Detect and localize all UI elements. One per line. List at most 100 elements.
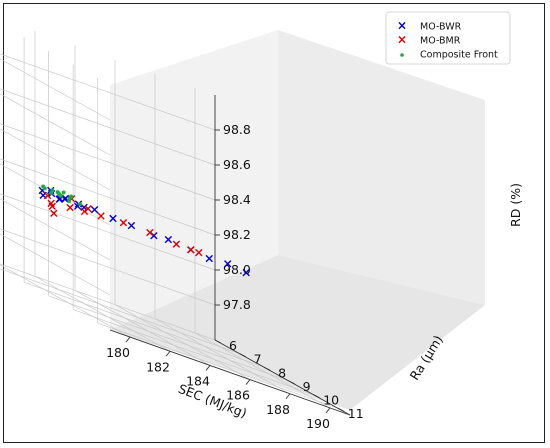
point-composite-front	[61, 190, 66, 195]
y-tick-label: 7	[254, 352, 262, 367]
x-tick-label: 188	[266, 402, 290, 417]
point-composite-front	[67, 199, 72, 204]
grid-line-y-floor	[23, 281, 265, 368]
point-stroke	[47, 199, 55, 208]
x-tick-mark	[125, 336, 131, 343]
x-tick-mark	[165, 350, 171, 357]
point-composite-front	[42, 186, 47, 191]
point-stroke	[48, 202, 56, 210]
point-mo-bmr	[146, 228, 154, 237]
point-stroke	[205, 254, 213, 263]
grid-line-y-floor	[73, 309, 314, 395]
y-tick-label: 9	[303, 379, 311, 394]
point-stroke	[109, 214, 117, 223]
y-tick-mark	[214, 339, 222, 344]
point-mo-bmr	[84, 204, 92, 213]
grid-line-z-left	[0, 128, 111, 191]
point-stroke	[127, 221, 136, 230]
legend-item-mo-bwr: × MO-BWR	[397, 19, 462, 33]
point-mo-bwr	[127, 221, 136, 230]
point-stroke	[97, 212, 105, 220]
point-composite-front	[69, 194, 74, 199]
floor-pane	[110, 255, 485, 410]
legend-marker-composite-front	[400, 53, 404, 57]
grid-line-x-floor	[194, 332, 331, 409]
point-mo-bmr	[195, 248, 203, 257]
x-tick-label: 186	[226, 388, 250, 403]
grid-line-x-floor	[34, 275, 171, 352]
point-mo-bmr	[97, 212, 105, 220]
y-axis-line	[214, 339, 351, 416]
legend-item-composite-front: Composite Front	[400, 50, 498, 61]
z-tick-label: 98.2	[223, 227, 251, 242]
legend-label-mo-bmr: MO-BMR	[420, 36, 461, 47]
x-tick-mark	[325, 407, 331, 414]
y-tick-mark	[239, 353, 246, 358]
legend-marker-mo-bmr: ×	[397, 33, 407, 47]
grid-line-y-floor	[48, 295, 289, 382]
grid-line-z-left	[0, 198, 111, 261]
point-stroke	[66, 203, 74, 212]
y-tick-label: 6	[229, 338, 237, 353]
point-stroke	[224, 260, 232, 268]
y-tick-mark	[263, 366, 271, 371]
tick-labels: 1801821841861881906789101197.898.098.298…	[106, 122, 364, 431]
y-tick-mark	[337, 407, 344, 412]
grid-line-y-floor	[0, 263, 216, 341]
legend: × MO-BWR × MO-BMR Composite Front	[385, 11, 511, 65]
legend-box	[385, 11, 511, 65]
point-stroke	[90, 206, 99, 214]
legend-label-composite-front: Composite Front	[420, 50, 498, 61]
axes	[109, 95, 351, 416]
grid-lines	[0, 31, 338, 409]
y-tick-label: 8	[278, 365, 286, 380]
x-tick-label: 190	[306, 416, 330, 431]
point-stroke	[150, 232, 158, 240]
grid-line-z-left	[0, 58, 111, 121]
point-mo-bwr	[109, 214, 117, 223]
point-mo-bmr	[172, 240, 181, 248]
z-tick-label: 98.4	[223, 192, 251, 207]
y-tick-label: 11	[348, 406, 364, 421]
legend-marker-mo-bwr: ×	[397, 19, 407, 33]
grid-line-z-right	[0, 123, 216, 201]
point-stroke	[164, 235, 173, 244]
z-axis-label: RD (%)	[508, 183, 523, 227]
z-tick-label: 97.8	[223, 297, 251, 312]
point-mo-bwr	[205, 254, 213, 263]
x-axis-line	[109, 329, 351, 416]
grid-line-z-left	[0, 93, 111, 156]
grid-line-z-right	[0, 193, 216, 271]
point-mo-bwr	[164, 235, 173, 244]
y-tick-mark	[288, 380, 295, 385]
grid-line-y-floor	[97, 322, 338, 409]
point-stroke	[195, 248, 203, 257]
left-pane	[110, 30, 278, 330]
point-composite-front	[78, 202, 83, 207]
grid-line-z-left	[0, 233, 111, 296]
point-mo-bwr	[224, 260, 232, 268]
point-composite-front	[50, 188, 55, 193]
legend-item-mo-bmr: × MO-BMR	[397, 33, 461, 47]
point-mo-bmr	[119, 219, 128, 227]
y-tick-label: 10	[323, 393, 339, 408]
grid-line-z-right	[0, 158, 216, 236]
point-stroke	[119, 219, 128, 227]
point-mo-bmr	[50, 209, 58, 218]
grid-line-x-floor	[154, 318, 291, 395]
x-tick-label: 180	[106, 345, 130, 360]
data-points	[38, 184, 250, 277]
z-tick-label: 98.8	[223, 122, 251, 137]
x-tick-mark	[285, 393, 291, 400]
right-pane	[278, 30, 485, 305]
grid-line-z-right	[0, 228, 216, 306]
y-tick-mark	[312, 394, 320, 398]
point-mo-bwr	[90, 206, 99, 214]
point-composite-front	[58, 193, 63, 198]
legend-label-mo-bwr: MO-BWR	[420, 22, 462, 33]
x-tick-mark	[205, 365, 211, 371]
x-tick-label: 184	[186, 373, 210, 388]
point-stroke	[84, 204, 92, 213]
point-mo-bmr	[187, 246, 195, 254]
